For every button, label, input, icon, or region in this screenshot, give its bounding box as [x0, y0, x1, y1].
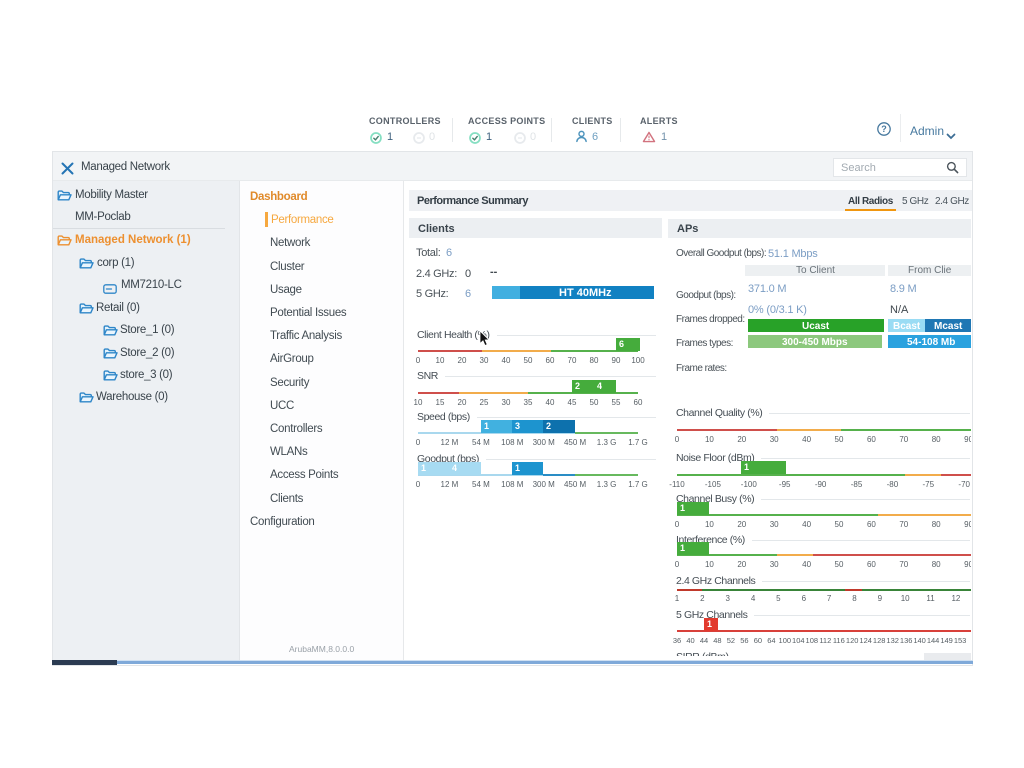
svg-text:?: ?: [881, 124, 887, 134]
